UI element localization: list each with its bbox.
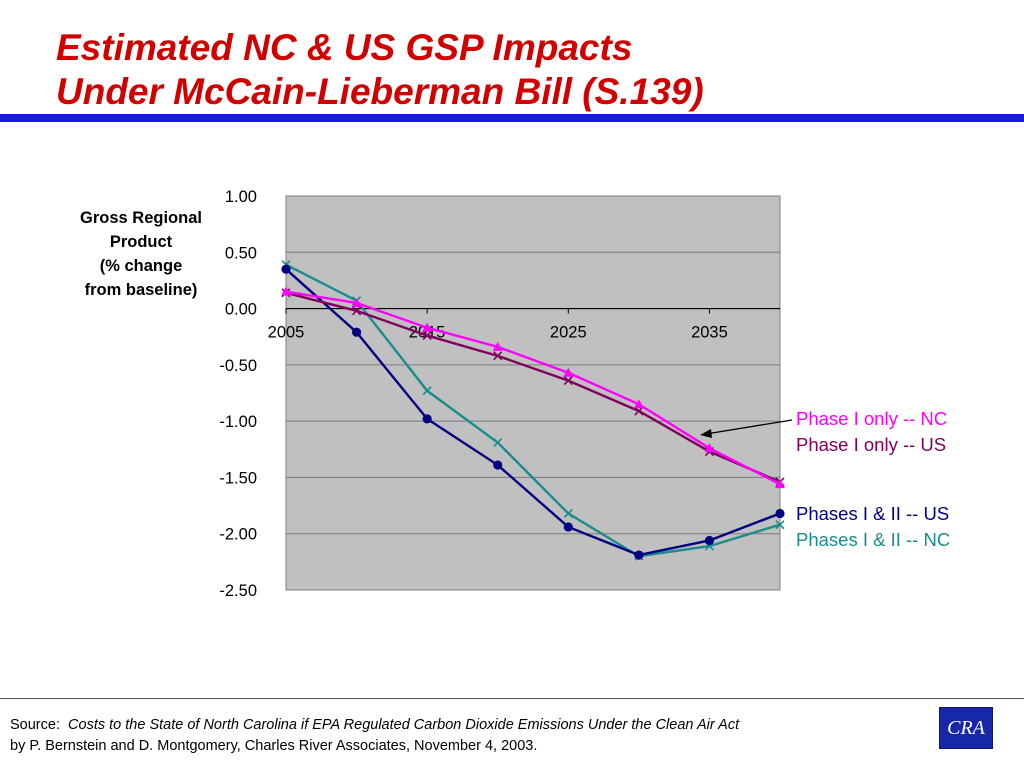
data-point (493, 437, 503, 448)
plot-area (285, 195, 781, 591)
legend-phases12-us: Phases I & II -- US (796, 503, 950, 524)
x-tick-label: 2035 (691, 324, 728, 342)
x-tick-label: 2025 (550, 324, 587, 342)
gsp-impact-chart: 1.00 0.50 0.00 -0.50 -1.00 -1.50 -2.00 -2.50 200… (219, 188, 793, 600)
series-line (285, 291, 781, 484)
y-tick-label: 0.00 (225, 301, 257, 319)
source-label: Source: (10, 717, 60, 733)
legend-phases12-nc: Phases I & II -- NC (796, 529, 951, 550)
y-tick-label: 1.00 (225, 188, 257, 206)
data-point (352, 306, 362, 316)
footer-divider (0, 698, 1024, 699)
data-point (493, 460, 503, 470)
y-axis-label-line-4: from baseline) (84, 281, 198, 299)
source-credit: by P. Bernstein and D. Montgomery, Charl… (10, 738, 538, 754)
data-point (634, 550, 644, 560)
data-point (563, 522, 573, 532)
data-point (351, 327, 362, 337)
y-axis-label-line-1: Gross Regional (80, 209, 202, 227)
data-point (633, 399, 644, 409)
data-point (281, 286, 291, 296)
y-axis-label-line-2: Product (109, 233, 173, 251)
title-underline (0, 114, 1024, 122)
data-point (563, 367, 574, 377)
series-line (285, 268, 781, 557)
data-point (422, 331, 432, 341)
y-tick-label: 0.50 (225, 244, 257, 262)
data-point (704, 443, 715, 453)
y-tick-label: -2.00 (219, 526, 257, 544)
data-point (775, 520, 785, 530)
y-tick-label: -2.50 (219, 582, 257, 600)
title-line-2: Under McCain-Lieberman Bill (S.139) (56, 71, 704, 112)
data-point (281, 264, 291, 274)
title-line-1: Estimated NC & US GSP Impacts (56, 27, 633, 68)
data-point (704, 535, 715, 546)
cra-logo-text: CRA (947, 716, 985, 739)
data-point (775, 479, 785, 489)
source-title: Costs to the State of North Carolina if … (68, 717, 740, 733)
source-citation: Source: Costs to the State of North Caro… (10, 715, 739, 757)
data-point (493, 351, 503, 361)
y-tick-label: -1.00 (219, 413, 257, 431)
annotation-arrowhead (700, 429, 712, 438)
data-point (563, 376, 573, 386)
x-tick-label: 2005 (268, 324, 305, 342)
slide-title: Estimated NC & US GSP Impacts Under McCa… (56, 26, 704, 114)
data-point (422, 386, 432, 396)
series-line (285, 290, 781, 486)
y-axis-label-line-3: (% change (99, 257, 183, 275)
data-point (492, 341, 503, 351)
data-point (775, 508, 785, 519)
y-tick-label: -0.50 (219, 357, 257, 375)
data-point (634, 406, 644, 416)
legend-phase1-us: Phase I only -- US (796, 434, 947, 455)
data-point (351, 297, 362, 307)
y-axis-label: Gross Regional Product (% change from ba… (62, 206, 220, 302)
data-point (422, 414, 432, 424)
y-tick-label: -1.50 (219, 469, 257, 487)
annotation-arrow (705, 419, 793, 435)
data-point (563, 508, 573, 519)
legend-phase1-nc: Phase I only -- NC (796, 408, 948, 429)
cra-logo: CRA (939, 707, 993, 749)
data-point (422, 322, 433, 332)
